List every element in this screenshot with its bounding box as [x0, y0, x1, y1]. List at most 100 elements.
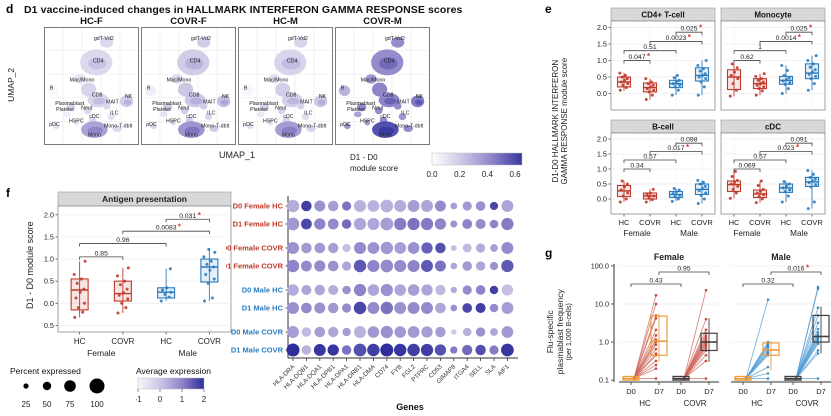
data-point [757, 87, 761, 91]
gene-expression-dot [462, 219, 473, 229]
data-point [786, 87, 790, 91]
cell-type-label: pDC [49, 122, 60, 128]
data-point [651, 187, 655, 191]
data-point [808, 175, 812, 179]
pvalue-label: 0.95 [677, 266, 690, 273]
data-point [759, 179, 763, 183]
cohort-label: COVR [683, 399, 706, 408]
gene-expression-dot [314, 326, 326, 338]
data-point [619, 188, 623, 192]
paired-sample-line [795, 315, 819, 379]
pvalue-bracket [675, 31, 703, 36]
d7-point [816, 338, 820, 342]
gene-expression-dot [300, 260, 312, 272]
d7-point [654, 377, 658, 380]
cell-type-label: Mac/Mono [361, 77, 386, 83]
dotplot-svg: D0 Female HC D1 Female HC D0 Female COVR D1… [226, 196, 518, 391]
data-point [729, 73, 733, 77]
gene-expression-dot [342, 303, 352, 313]
data-point [809, 77, 813, 81]
data-point [647, 90, 651, 94]
data-point [782, 180, 786, 184]
data-point [209, 259, 213, 263]
gene-expression-dot [489, 285, 499, 295]
gene-expression-dot [421, 200, 433, 212]
percent-legend-value: 25 [22, 400, 31, 409]
data-point [760, 197, 764, 201]
pvalue-label: 0.031 [179, 213, 196, 220]
data-point [650, 93, 654, 97]
cell-cluster-core [281, 126, 298, 135]
cell-type-label: Plasmablast [346, 101, 375, 107]
data-point [72, 273, 76, 277]
cell-cluster [150, 123, 157, 130]
data-point [622, 78, 626, 82]
gene-expression-dot [380, 343, 394, 357]
data-point [626, 82, 630, 86]
gene-expression-dot [434, 218, 447, 230]
percent-legend-svg: 25 50 75 100 [22, 378, 105, 409]
data-point [757, 195, 761, 199]
gene-expression-dot [354, 326, 366, 338]
paired-sample-line [745, 299, 769, 379]
percent-legend-value: 75 [66, 400, 75, 409]
cell-cluster [100, 37, 114, 48]
data-point [650, 198, 654, 202]
y-tick-label: 0.0 [597, 89, 607, 98]
data-point [813, 177, 817, 181]
data-point [703, 184, 707, 188]
cell-cluster [199, 102, 208, 110]
box-rect [70, 278, 89, 311]
cell-cluster [275, 82, 291, 97]
data-point [729, 182, 733, 186]
data-point [120, 301, 124, 305]
panel-e-ylabel-line1: D1-D0 HALLMARK INTERFERON [550, 59, 560, 183]
data-point [787, 76, 791, 80]
cell-cluster [241, 85, 254, 97]
data-point [756, 184, 760, 187]
cell-type-label: gdT-Vd2 [94, 36, 114, 42]
cell-type-label: pDC [340, 122, 351, 128]
data-point [126, 297, 130, 301]
data-point [117, 293, 121, 297]
box-rect [726, 180, 742, 193]
data-point [618, 200, 622, 204]
cell-type-label: Mono-T-dblt [104, 123, 133, 129]
gene-expression-dot [287, 326, 299, 338]
y-tick-label: 0.0 [597, 195, 607, 204]
y-tick-label: 1.5 [44, 232, 54, 241]
d7-point [704, 377, 708, 380]
paired-sample-line [683, 318, 707, 379]
data-point [781, 79, 785, 83]
data-point [671, 82, 675, 86]
paired-sample-line [683, 290, 707, 379]
data-point [121, 291, 125, 295]
cell-cluster [259, 103, 270, 112]
data-point [811, 62, 815, 66]
gene-expression-dot [353, 259, 367, 273]
cell-type-label: pDC [243, 122, 254, 128]
gene-expression-dot [475, 327, 486, 337]
colorbar-title-line1: D1 - D0 [350, 153, 378, 162]
gene-expression-dot [380, 259, 394, 273]
sex-group-label: Male [680, 229, 698, 238]
gene-expression-dot [489, 201, 499, 211]
dotplot-row-label: D1 Male HC [242, 304, 284, 313]
gene-expression-dot [421, 284, 433, 296]
d7-point [654, 293, 658, 297]
cell-type-label: Neut [178, 106, 190, 112]
gene-expression-dot [434, 200, 446, 212]
gene-expression-dot [394, 217, 407, 231]
d7-point [704, 334, 708, 338]
gene-expression-dot [476, 243, 486, 253]
umap-panel-title: HC-F [80, 16, 103, 27]
pvalue-label: 0.32 [761, 278, 774, 285]
pvalue-bracket [165, 218, 210, 223]
cell-type-label: MAIT [300, 100, 313, 106]
x-tick-label: HC [619, 218, 630, 227]
x-tick-label: HC [671, 218, 682, 227]
x-tick-label: COVR [198, 337, 221, 346]
pvalue-bracket [759, 151, 813, 155]
cell-type-label: HSPC [263, 119, 278, 125]
data-point [806, 207, 810, 211]
